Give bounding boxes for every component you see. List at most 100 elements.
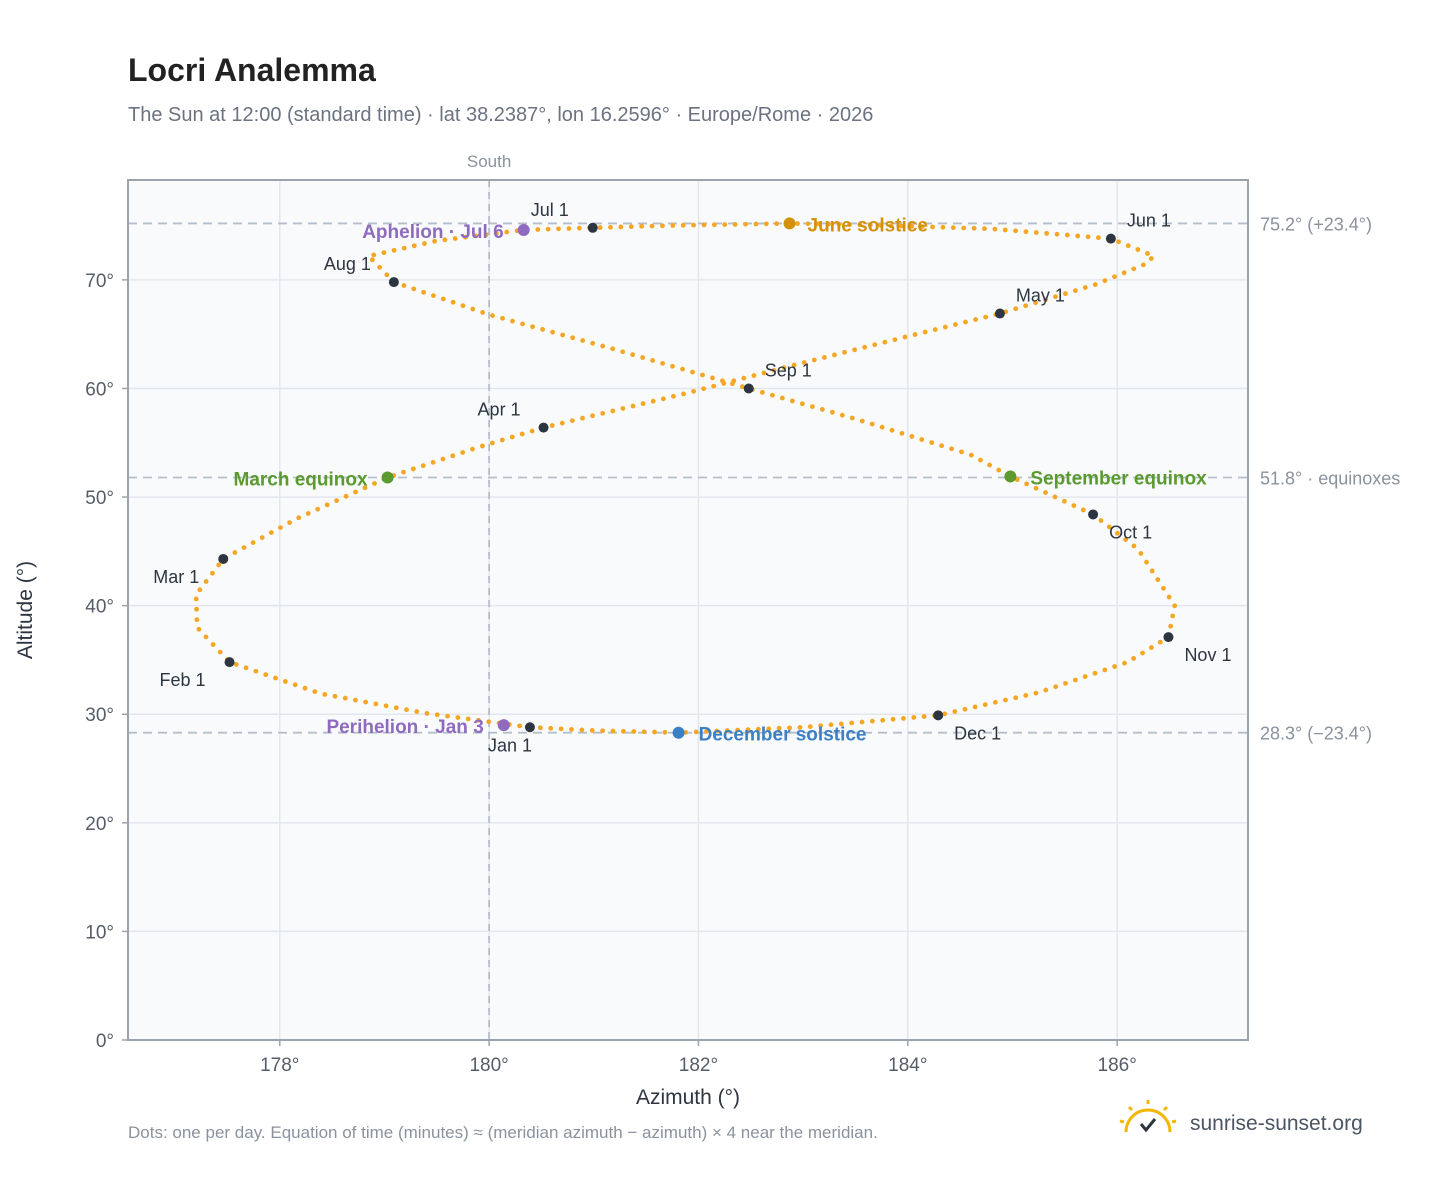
daily-sun-dot — [610, 408, 616, 414]
daily-sun-dot — [1131, 543, 1137, 549]
daily-sun-dot — [273, 675, 278, 681]
daily-sun-dot — [210, 570, 215, 576]
daily-sun-dot — [608, 224, 613, 230]
chart-subtitle: The Sun at 12:00 (standard time) · lat 3… — [128, 104, 874, 126]
daily-sun-dot — [1033, 485, 1039, 491]
daily-sun-dot — [216, 562, 222, 568]
event-label: June solstice — [808, 215, 928, 236]
daily-sun-dot — [662, 729, 668, 735]
daily-sun-dot — [641, 729, 647, 735]
daily-sun-dot — [982, 702, 988, 708]
daily-sun-dot — [197, 587, 203, 593]
daily-sun-dot — [268, 530, 274, 536]
daily-sun-dot — [550, 329, 556, 335]
daily-sun-dot — [610, 346, 616, 352]
daily-sun-dot — [888, 223, 894, 229]
daily-sun-dot — [610, 728, 616, 734]
daily-sun-dot — [210, 642, 216, 647]
daily-sun-dot — [1148, 256, 1154, 261]
daily-sun-dot — [869, 718, 875, 724]
daily-sun-dot — [691, 388, 697, 394]
daily-sun-dot — [401, 469, 406, 475]
daily-sun-dot — [949, 446, 954, 452]
daily-sun-dot — [442, 237, 448, 243]
daily-sun-dot — [432, 238, 437, 244]
daily-sun-dot — [1115, 530, 1120, 536]
daily-sun-dot — [401, 245, 407, 251]
month-marker — [388, 277, 399, 288]
daily-sun-dot — [751, 373, 757, 378]
daily-sun-dot — [1071, 503, 1077, 509]
daily-sun-dot — [711, 222, 717, 228]
daily-sun-dot — [701, 222, 707, 228]
daily-sun-dot — [766, 726, 772, 732]
daily-sun-dot — [292, 682, 298, 688]
daily-sun-dot — [203, 579, 209, 584]
daily-sun-dot — [549, 423, 555, 428]
reference-line-label: 75.2° (+23.4°) — [1260, 214, 1372, 234]
month-marker-label: Oct 1 — [1109, 522, 1152, 542]
daily-sun-dot — [724, 728, 730, 733]
daily-sun-dot — [460, 303, 466, 309]
daily-sun-dot — [753, 221, 759, 227]
daily-sun-dot — [1024, 481, 1030, 487]
daily-sun-dot — [862, 344, 868, 350]
daily-sun-dot — [942, 711, 948, 717]
daily-sun-dot — [818, 723, 824, 729]
daily-sun-dot — [193, 596, 199, 602]
month-marker — [1163, 632, 1174, 643]
daily-sun-dot — [972, 704, 978, 710]
x-tick-label: 180° — [469, 1055, 508, 1076]
daily-sun-dot — [322, 691, 328, 697]
daily-sun-dot — [921, 714, 927, 719]
daily-sun-dot — [370, 257, 375, 263]
daily-sun-dot — [620, 406, 626, 411]
daily-sun-dot — [1063, 680, 1068, 686]
daily-sun-dot — [992, 226, 998, 232]
month-marker — [524, 722, 535, 733]
daily-sun-dot — [791, 362, 797, 368]
daily-sun-dot — [1122, 660, 1127, 666]
daily-sun-dot — [1023, 693, 1029, 698]
daily-sun-dot — [660, 396, 666, 402]
daily-sun-dot — [1123, 537, 1129, 543]
daily-sun-dot — [243, 665, 249, 671]
y-tick-label: 40° — [85, 597, 114, 618]
daily-sun-dot — [805, 221, 811, 227]
daily-sun-dot — [1157, 639, 1163, 645]
y-tick-label: 0° — [96, 1031, 114, 1052]
meridian-label: South — [467, 152, 511, 171]
daily-sun-dot — [1135, 247, 1141, 252]
daily-sun-dot — [1138, 551, 1144, 556]
brand-link[interactable]: sunrise-sunset.org — [1118, 1100, 1398, 1150]
daily-sun-dot — [898, 223, 904, 229]
daily-sun-dot — [809, 404, 815, 410]
y-tick-label: 10° — [85, 922, 114, 943]
daily-sun-dot — [570, 335, 576, 341]
daily-sun-dot — [1043, 490, 1048, 495]
daily-sun-dot — [1072, 288, 1078, 293]
event-label: March equinox — [234, 470, 369, 491]
daily-sun-dot — [771, 367, 777, 373]
daily-sun-dot — [1166, 594, 1172, 600]
daily-sun-dot — [494, 230, 499, 236]
daily-sun-dot — [680, 366, 685, 372]
month-marker — [994, 308, 1005, 319]
daily-sun-dot — [404, 707, 409, 713]
daily-sun-dot — [1082, 285, 1088, 290]
daily-sun-dot — [233, 662, 239, 667]
month-marker — [587, 222, 598, 233]
daily-sun-dot — [590, 340, 596, 346]
daily-sun-dot — [882, 339, 888, 345]
event-label: December solstice — [699, 725, 867, 746]
month-marker-label: Aug 1 — [324, 254, 371, 274]
event-marker — [497, 719, 510, 732]
daily-sun-dot — [735, 727, 741, 733]
daily-sun-dot — [670, 223, 676, 228]
daily-sun-dot — [693, 729, 699, 735]
daily-sun-dot — [334, 498, 340, 504]
month-marker — [1088, 509, 1099, 520]
daily-sun-dot — [530, 324, 535, 330]
daily-sun-dot — [343, 493, 349, 499]
event-marker — [1004, 470, 1017, 483]
